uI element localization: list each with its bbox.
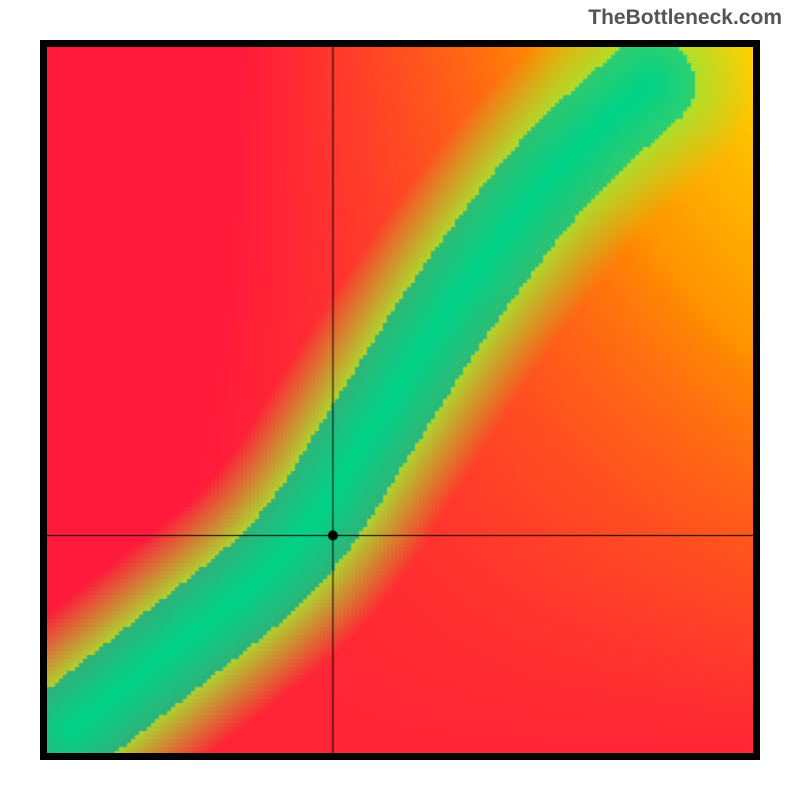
chart-container: TheBottleneck.com — [0, 0, 800, 800]
heatmap-canvas — [47, 47, 753, 753]
watermark-text: TheBottleneck.com — [588, 6, 782, 30]
heatmap-canvas-wrap — [47, 47, 753, 753]
